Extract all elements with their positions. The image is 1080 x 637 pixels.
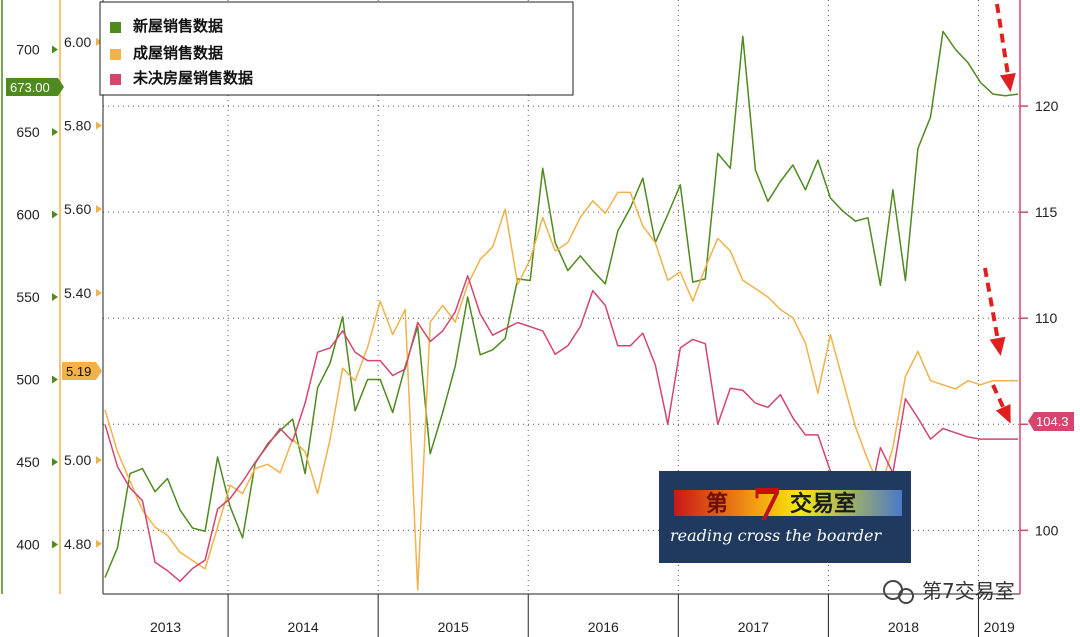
inner-left-tick-mark	[96, 205, 102, 214]
right-tick-label: 100	[1035, 522, 1059, 538]
outer-left-tick-label: 500	[16, 372, 40, 388]
legend-label-new-home: 新屋销售数据	[133, 17, 223, 35]
inner-left-tick-mark	[96, 37, 102, 46]
wechat-icon-small	[898, 588, 914, 604]
legend-swatch-new-home	[110, 22, 121, 33]
axes: 2013201420152016201720182019100105110115…	[1, 0, 1059, 637]
outer-left-tick-label: 700	[16, 42, 40, 58]
series-line-existing-home	[104, 191, 1018, 591]
tag-text-existing-home: 5.19	[66, 364, 91, 379]
value-tag-new-home: 673.00	[6, 78, 64, 96]
tag-shape-existing-home	[62, 362, 102, 380]
arrow-pending-home-head	[995, 403, 1011, 424]
inner-left-tick-mark	[96, 456, 102, 465]
year-label: 2014	[288, 619, 319, 635]
outer-left-tick-label: 650	[16, 124, 40, 140]
inner-left-tick-label: 5.60	[64, 201, 91, 217]
legend-label-pending-home: 未决房屋销售数据	[132, 69, 253, 87]
logo-gradient-bar	[674, 490, 902, 516]
year-label: 2019	[984, 619, 1015, 635]
right-tick-label: 110	[1035, 310, 1058, 326]
logo-char-rest: 交易室	[790, 491, 856, 517]
inner-left-tick-label: 5.40	[64, 285, 91, 301]
right-tick-label: 115	[1035, 204, 1058, 220]
year-label: 2018	[888, 619, 919, 635]
logo-char-first: 第	[706, 491, 728, 517]
inner-left-tick-label: 5.80	[64, 117, 91, 133]
outer-left-tick-label: 600	[16, 207, 40, 223]
outer-left-tick-mark	[52, 375, 58, 384]
outer-left-tick-mark	[52, 540, 58, 549]
tag-text-new-home: 673.00	[10, 80, 50, 95]
outer-left-tick-mark	[52, 128, 58, 136]
inner-left-tick-label: 5.00	[64, 452, 91, 468]
watermark: 第7交易室	[883, 579, 1015, 604]
legend: 新屋销售数据 成屋销售数据 未决房屋销售数据	[99, 1, 574, 96]
legend-box	[99, 1, 574, 96]
logo-seven: 7	[752, 480, 783, 531]
arrow-existing-home-head	[989, 336, 1006, 356]
logo-tagline: reading cross the boarder	[670, 526, 882, 545]
outer-left-tick-label: 550	[16, 289, 40, 305]
legend-swatch-pending-home	[110, 74, 121, 85]
annotation-arrows	[983, 3, 1016, 424]
legend-label-existing-home: 成屋销售数据	[133, 44, 223, 62]
watermark-text: 第7交易室	[922, 579, 1015, 603]
inner-left-tick-mark	[96, 539, 102, 548]
value-tag-pending-home: 104.3	[1028, 412, 1074, 431]
tag-text-pending-home: 104.3	[1036, 414, 1069, 429]
inner-left-tick-mark	[96, 121, 102, 130]
legend-swatch-existing-home	[110, 49, 121, 60]
inner-left-tick-label: 6.00	[64, 34, 91, 50]
year-label: 2015	[438, 619, 469, 635]
inner-left-tick-label: 4.80	[64, 536, 91, 552]
outer-left-tick-mark	[52, 210, 58, 219]
inner-left-tick-mark	[96, 288, 102, 297]
arrow-new-home-head	[999, 72, 1016, 92]
right-tick-label: 120	[1035, 98, 1059, 114]
year-label: 2017	[738, 619, 769, 635]
logo-badge: 第 7 交易室 reading cross the boarder	[659, 471, 911, 563]
value-tag-existing-home: 5.19	[62, 362, 102, 380]
tag-shape-new-home	[6, 78, 64, 96]
year-label: 2016	[588, 619, 619, 635]
outer-left-tick-mark	[52, 458, 58, 466]
logo-background	[659, 471, 911, 563]
year-label: 2013	[150, 619, 181, 635]
outer-left-tick-mark	[52, 45, 58, 54]
tag-shape-pending-home	[1028, 412, 1074, 431]
outer-left-tick-label: 400	[16, 537, 40, 553]
outer-left-tick-mark	[52, 293, 58, 301]
outer-left-tick-label: 450	[16, 454, 40, 470]
